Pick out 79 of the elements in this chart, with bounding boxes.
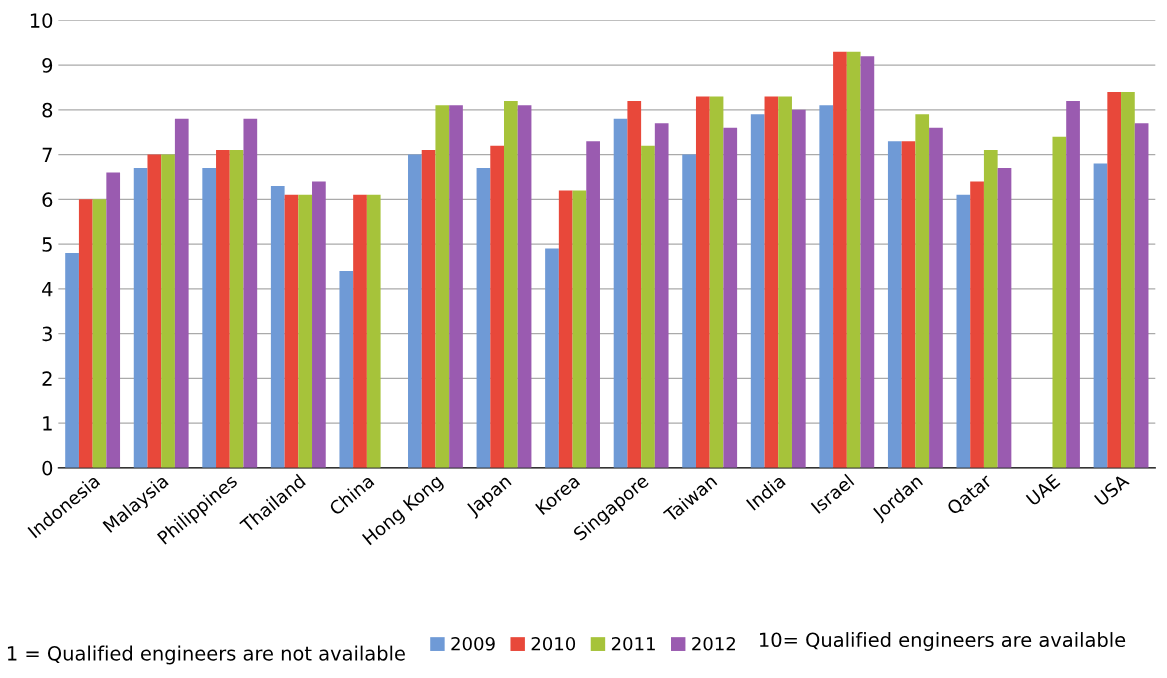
bar	[558, 190, 573, 468]
bar	[956, 194, 971, 468]
bar	[1052, 136, 1067, 468]
legend-label: 2011	[611, 636, 655, 651]
bar	[490, 145, 504, 468]
bar	[312, 181, 326, 468]
bar	[887, 141, 902, 468]
bar	[545, 248, 559, 468]
y-tick-label: 5	[42, 237, 52, 252]
bar	[229, 150, 244, 468]
x-tick-label: USA	[1093, 473, 1130, 507]
bar	[695, 96, 710, 468]
bar	[860, 56, 875, 468]
bar	[846, 51, 861, 468]
bar	[78, 199, 93, 468]
bar	[353, 194, 367, 468]
bar	[572, 190, 587, 468]
bar	[517, 105, 532, 468]
bar	[339, 270, 354, 468]
bar	[682, 154, 696, 468]
bar	[586, 141, 600, 468]
y-tick-label: 9	[42, 58, 53, 73]
bar	[174, 118, 189, 468]
legend-label: 2009	[451, 636, 495, 651]
bar	[476, 168, 491, 468]
bar	[1093, 163, 1108, 468]
y-tick-label: 8	[42, 102, 53, 118]
bar	[65, 253, 79, 468]
bar	[929, 127, 943, 468]
bar	[106, 172, 121, 468]
text: 10= Qualified engineers are available	[760, 632, 1126, 651]
legend-label: 2010	[531, 636, 576, 651]
bar	[997, 168, 1012, 468]
bar	[298, 194, 313, 468]
bar	[421, 150, 436, 468]
bar	[243, 118, 258, 468]
bar	[1134, 123, 1149, 468]
bar	[435, 105, 450, 468]
bar	[613, 118, 628, 468]
bar	[133, 168, 148, 468]
bar	[723, 127, 738, 468]
bar	[92, 199, 107, 468]
bar	[791, 109, 806, 468]
bar	[915, 114, 930, 468]
bar	[408, 154, 422, 468]
bar	[216, 150, 230, 468]
bar	[709, 96, 724, 468]
bar	[284, 194, 299, 468]
y-tick-label: 1	[43, 416, 52, 431]
y-tick-label: 2	[42, 371, 52, 386]
y-tick-label: 6	[42, 192, 53, 207]
bar	[764, 96, 779, 468]
bar	[1107, 91, 1122, 468]
bar	[270, 185, 285, 468]
bar	[983, 150, 998, 468]
text: 1 = Qualified engineers are not available	[7, 645, 405, 665]
bar	[970, 181, 984, 468]
bar	[627, 100, 642, 468]
y-tick-label: 4	[42, 282, 53, 297]
bar	[641, 145, 655, 468]
y-tick-label: 3	[42, 326, 52, 342]
bar	[504, 100, 518, 468]
bar	[778, 96, 792, 468]
y-tick-label: 10	[30, 13, 53, 28]
bar	[901, 141, 916, 468]
bar	[366, 194, 381, 468]
bar	[654, 123, 669, 468]
y-tick-label: 0	[42, 460, 53, 476]
y-tick-label: 7	[42, 147, 52, 162]
legend-label: 2012	[692, 636, 735, 651]
bar	[1066, 100, 1080, 468]
bar	[819, 105, 834, 468]
bar	[750, 114, 765, 468]
bar	[833, 51, 847, 468]
bar	[1121, 91, 1135, 468]
bar	[202, 168, 217, 468]
bar	[161, 154, 175, 468]
bar	[449, 105, 463, 468]
bar	[147, 154, 162, 468]
